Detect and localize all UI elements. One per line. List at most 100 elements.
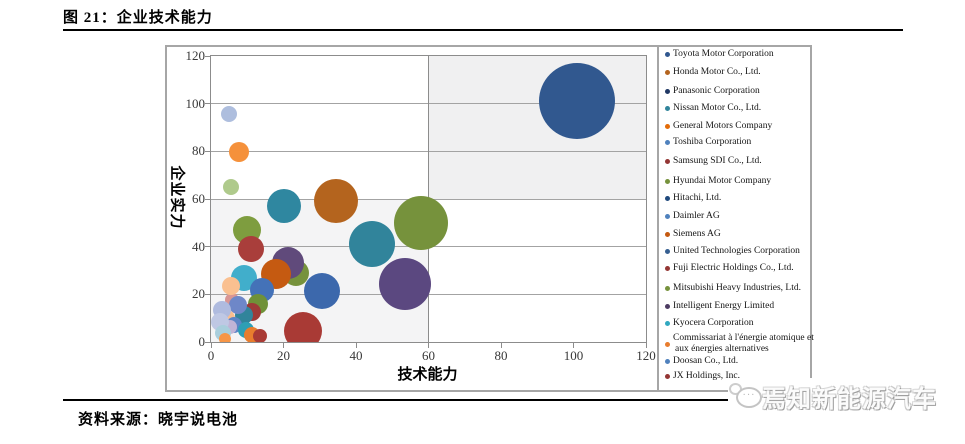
y-tick-mark xyxy=(205,55,211,57)
x-tick-label: 40 xyxy=(349,348,363,363)
legend-dot-icon xyxy=(665,341,670,347)
legend-dot-icon xyxy=(665,249,670,254)
y-tick-label: 0 xyxy=(198,334,206,349)
legend-item: Samsung SDI Co., Ltd. xyxy=(665,156,762,168)
y-tick-label: 120 xyxy=(185,48,206,63)
data-bubble xyxy=(219,332,232,342)
legend-label: Commissariat à l'énergie atomique et aux … xyxy=(673,333,814,354)
data-bubble xyxy=(228,142,249,163)
legend-dot-icon xyxy=(665,214,670,219)
legend-label: Siemens AG xyxy=(673,229,721,239)
x-tick-mark xyxy=(428,343,429,348)
legend-label: Toshiba Corporation xyxy=(673,137,752,147)
x-tick-mark xyxy=(500,343,502,348)
footer-divider-line xyxy=(63,399,903,401)
title-divider-line xyxy=(63,29,903,31)
legend-item: Hyundai Motor Company xyxy=(665,176,771,188)
legend-label: Intelligent Energy Limited xyxy=(673,301,775,311)
legend-item: Honda Motor Co., Ltd. xyxy=(665,67,761,79)
legend-label: JX Holdings, Inc. xyxy=(673,371,741,381)
legend-item: Nissan Motor Co., Ltd. xyxy=(665,103,761,115)
y-tick-mark xyxy=(205,341,211,343)
x-axis-title: 技术能力 xyxy=(397,367,458,383)
legend-label: Honda Motor Co., Ltd. xyxy=(673,67,761,77)
bubble-chart: 企业实力 0 20 40 60 80 100 120 0 20 40 60 80 100 120 技术能力… xyxy=(165,45,814,392)
legend-item: Toyota Motor Corporation xyxy=(665,49,774,61)
legend-label: Daimler AG xyxy=(673,211,720,221)
y-tick-mark xyxy=(205,198,211,200)
data-bubble xyxy=(394,195,449,250)
legend-label: United Technologies Corporation xyxy=(673,246,800,256)
legend-item: Kyocera Corporation xyxy=(665,318,753,330)
data-bubble xyxy=(221,276,240,295)
legend-label: Panasonic Corporation xyxy=(673,86,760,96)
y-tick-label: 20 xyxy=(192,286,205,302)
legend-dot-icon xyxy=(665,89,670,94)
data-bubble xyxy=(303,272,340,309)
legend-label: Kyocera Corporation xyxy=(673,318,754,328)
y-tick-mark xyxy=(205,103,211,105)
legend-item: Doosan Co., Ltd. xyxy=(665,356,738,368)
data-bubble xyxy=(237,236,264,263)
data-bubble xyxy=(266,189,301,224)
legend-item: General Motors Company xyxy=(665,121,772,133)
y-axis-title-char: 力 xyxy=(168,213,185,229)
legend-dot-icon xyxy=(665,321,670,326)
chart-legend: Toyota Motor Corporation Honda Motor Co.,… xyxy=(657,47,814,390)
legend-item: JX Holdings, Inc. xyxy=(665,371,740,383)
y-axis-title-char: 企 xyxy=(168,165,185,181)
data-bubble xyxy=(378,257,431,310)
legend-label: Hyundai Motor Company xyxy=(673,176,772,186)
x-tick-label: 120 xyxy=(636,348,656,363)
legend-item: Panasonic Corporation xyxy=(665,86,760,98)
data-bubble xyxy=(221,106,238,123)
legend-dot-icon xyxy=(665,159,670,164)
data-bubble xyxy=(539,63,616,140)
x-tick-mark xyxy=(283,343,284,348)
legend-label: Hitachi, Ltd. xyxy=(673,193,722,203)
legend-label: Mitsubishi Heavy Industries, Ltd. xyxy=(673,283,801,293)
legend-dot-icon xyxy=(665,124,670,129)
plot-area: 0 20 40 60 80 100 120 0 20 40 60 80 100 120 xyxy=(186,48,656,363)
y-tick-mark xyxy=(205,150,211,152)
y-tick-label: 40 xyxy=(192,238,205,254)
legend-dot-icon xyxy=(665,286,670,291)
data-bubble xyxy=(349,221,396,268)
y-tick-label: 80 xyxy=(192,143,205,159)
legend-label: General Motors Company xyxy=(673,121,773,131)
legend-dot-icon xyxy=(665,374,670,379)
x-tick-label: 60 xyxy=(422,348,435,363)
legend-dot-icon xyxy=(665,232,670,237)
quadrant-top-right xyxy=(428,56,646,199)
figure-title: 图 21：企业技术能力 xyxy=(63,10,213,26)
legend-item: Hitachi, Ltd. xyxy=(665,193,721,205)
x-tick-label: 0 xyxy=(207,348,215,363)
data-bubble xyxy=(252,329,267,342)
y-tick-mark xyxy=(205,293,211,295)
legend-item: Intelligent Energy Limited xyxy=(665,301,774,313)
y-tick-label: 100 xyxy=(185,95,206,111)
data-bubble xyxy=(222,179,239,196)
x-tick-mark xyxy=(210,343,212,348)
x-tick-label: 80 xyxy=(494,348,508,363)
x-tick-mark xyxy=(355,343,357,348)
legend-item: Daimler AG xyxy=(665,211,720,223)
legend-dot-icon xyxy=(665,179,670,184)
legend-label: Doosan Co., Ltd. xyxy=(673,356,739,366)
legend-label: Samsung SDI Co., Ltd. xyxy=(673,156,762,166)
x-tick-label: 100 xyxy=(563,348,584,363)
data-bubble xyxy=(284,312,323,342)
y-tick-mark xyxy=(205,246,211,248)
large-speech-bubble-icon: ··· xyxy=(736,387,762,408)
x-tick-label: 20 xyxy=(277,348,290,363)
speech-bubble-ellipsis-icon: ··· xyxy=(728,381,762,411)
x-tick-mark xyxy=(645,343,647,348)
legend-dot-icon xyxy=(665,106,670,111)
legend-label: Toyota Motor Corporation xyxy=(673,49,774,59)
legend-dot-icon xyxy=(665,52,670,57)
legend-dot-icon xyxy=(665,359,670,364)
legend-label: Nissan Motor Co., Ltd. xyxy=(673,103,762,113)
legend-dot-icon xyxy=(665,266,670,271)
legend-item: Mitsubishi Heavy Industries, Ltd. xyxy=(665,283,801,295)
